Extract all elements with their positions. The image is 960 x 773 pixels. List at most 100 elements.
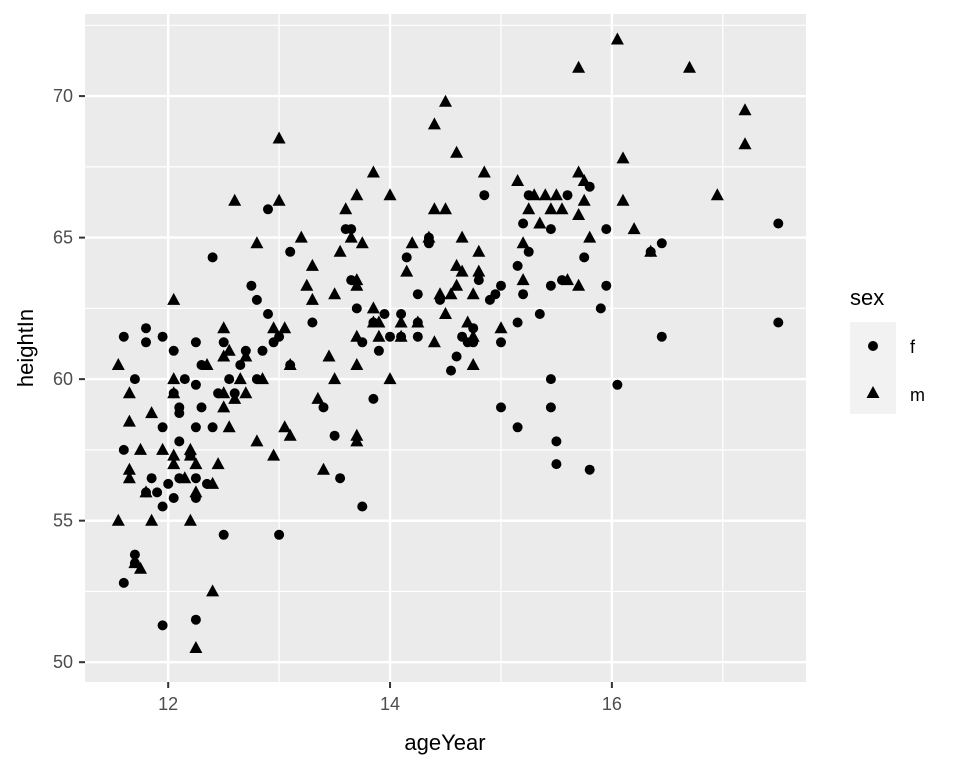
data-point-m — [439, 307, 452, 319]
data-point-m — [738, 103, 752, 116]
data-point-f — [190, 337, 201, 348]
data-point-f — [118, 577, 129, 588]
data-point-f — [412, 331, 423, 342]
data-point-f — [235, 360, 246, 370]
data-point-f — [174, 402, 185, 413]
x-axis-title: ageYear — [404, 730, 485, 755]
data-point-f — [373, 345, 384, 356]
data-point-f — [329, 430, 340, 441]
data-points — [111, 32, 784, 653]
data-point-f — [512, 260, 523, 271]
data-point-f — [496, 402, 506, 413]
data-point-f — [157, 620, 168, 631]
data-point-m — [250, 434, 264, 447]
data-point-f — [263, 309, 273, 319]
legend-label-f: f — [910, 337, 916, 357]
data-point-f — [224, 374, 235, 385]
data-point-f — [368, 393, 379, 404]
data-point-m — [111, 358, 125, 370]
data-point-m — [228, 391, 242, 404]
data-point-m — [122, 462, 136, 475]
data-point-f — [168, 345, 179, 356]
data-point-m — [522, 202, 536, 215]
y-tick-label: 70 — [53, 86, 73, 106]
data-point-m — [217, 321, 231, 334]
data-point-f — [207, 252, 218, 263]
data-point-f — [512, 317, 523, 328]
data-point-f — [551, 436, 562, 447]
data-point-m — [250, 236, 264, 249]
data-point-f — [601, 224, 612, 235]
data-point-m — [217, 349, 231, 362]
data-point-m — [450, 278, 464, 291]
data-point-m — [433, 287, 447, 300]
data-point-f — [157, 331, 168, 342]
data-point-f — [584, 464, 595, 475]
data-point-m — [644, 244, 658, 257]
data-point-f — [129, 549, 140, 560]
data-point-f — [385, 331, 395, 342]
data-point-f — [518, 218, 529, 229]
data-point-m — [122, 414, 136, 427]
data-point-m — [122, 471, 136, 484]
data-point-m — [211, 457, 225, 470]
x-tick-label: 12 — [158, 694, 178, 714]
data-point-m — [683, 60, 696, 73]
data-point-m — [355, 236, 369, 249]
data-point-m — [461, 315, 475, 328]
data-point-m — [217, 400, 231, 413]
y-tick-label: 50 — [53, 652, 73, 672]
data-point-f — [656, 238, 667, 249]
data-point-m — [239, 349, 253, 362]
data-point-f — [251, 294, 262, 305]
data-point-f — [579, 252, 590, 263]
data-point-f — [545, 280, 556, 291]
data-point-m — [577, 193, 591, 206]
data-point-m — [350, 278, 364, 291]
data-point-m — [145, 406, 159, 419]
data-point-m — [372, 315, 386, 328]
data-point-m — [167, 292, 181, 305]
data-point-m — [256, 372, 269, 385]
data-point-m — [134, 442, 147, 455]
data-point-m — [272, 131, 286, 144]
data-point-f — [496, 280, 506, 291]
x-tick-label: 14 — [380, 694, 400, 714]
data-point-m — [516, 236, 530, 249]
data-point-m — [239, 386, 253, 399]
data-point-f — [656, 331, 667, 342]
data-point-m — [427, 335, 441, 348]
data-point-m — [278, 321, 292, 334]
data-point-f — [551, 459, 562, 470]
data-point-m — [538, 188, 552, 201]
data-point-f — [518, 289, 529, 300]
data-point-m — [328, 372, 342, 385]
data-point-m — [394, 315, 408, 328]
data-point-m — [439, 94, 452, 107]
data-point-f — [351, 303, 362, 314]
data-point-m — [400, 264, 414, 277]
data-point-m — [122, 386, 136, 399]
data-point-m — [267, 448, 281, 461]
data-point-m — [145, 513, 159, 526]
data-point-m — [427, 117, 441, 130]
data-point-m — [294, 230, 308, 243]
data-point-m — [477, 165, 491, 178]
data-point-m — [577, 174, 591, 186]
data-point-f — [451, 351, 462, 362]
data-point-f — [263, 204, 273, 215]
data-point-f — [534, 309, 545, 319]
legend: sex f m — [850, 285, 925, 414]
data-point-m — [167, 448, 181, 461]
data-point-m — [394, 329, 408, 342]
data-point-m — [305, 258, 319, 271]
data-point-m — [233, 372, 247, 385]
data-point-m — [217, 386, 231, 399]
data-point-m — [511, 174, 525, 186]
data-point-m — [411, 315, 425, 328]
data-point-f — [163, 478, 174, 489]
data-point-m — [549, 188, 563, 201]
legend-triangle-icon — [866, 386, 880, 398]
data-point-m — [450, 145, 464, 158]
